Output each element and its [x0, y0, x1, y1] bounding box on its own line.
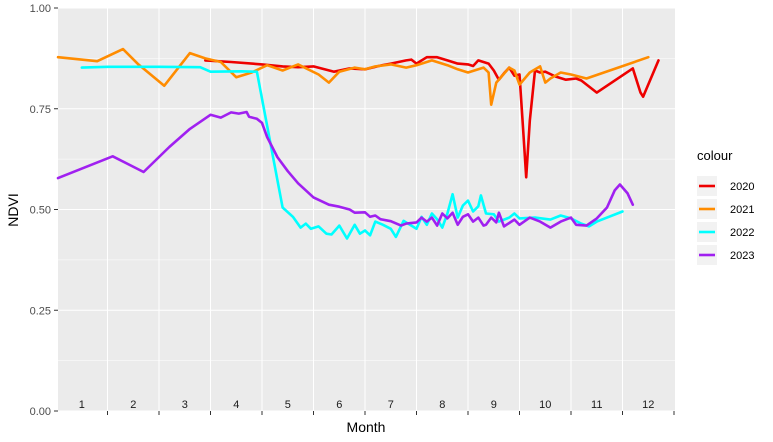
- month-label: 10: [539, 399, 551, 411]
- month-label: 4: [233, 399, 239, 411]
- month-label: 7: [388, 399, 394, 411]
- month-label: 9: [491, 399, 497, 411]
- y-axis-title: NDVI: [5, 193, 21, 226]
- month-label: 5: [285, 399, 291, 411]
- series-line-2023: [56, 110, 635, 229]
- x-axis: [107, 411, 675, 415]
- month-label: 12: [642, 399, 654, 411]
- y-tick-label: 0.25: [30, 305, 51, 317]
- series-lines: [56, 47, 660, 240]
- series-line-2021: [56, 47, 650, 106]
- month-label: 1: [79, 399, 85, 411]
- month-label: 2: [130, 399, 136, 411]
- legend: colour 2020 2021 2022 2023: [697, 148, 754, 265]
- month-label: 8: [439, 399, 445, 411]
- month-label: 6: [336, 399, 342, 411]
- y-tick-label: 0.75: [30, 104, 51, 116]
- y-axis: 0.00 0.25 0.50 0.75 1.00: [30, 3, 58, 418]
- legend-label-2022: 2022: [730, 227, 754, 239]
- month-label: 3: [182, 399, 188, 411]
- series-line-2022: [80, 65, 624, 240]
- month-label: 11: [591, 399, 602, 411]
- grid-lines: [58, 7, 675, 412]
- x-axis-title: Month: [347, 419, 386, 435]
- legend-label-2020: 2020: [730, 181, 754, 193]
- y-tick-label: 0.50: [30, 205, 51, 217]
- y-tick-label: 1.00: [30, 3, 51, 15]
- legend-label-2023: 2023: [730, 250, 754, 262]
- y-tick-label: 0.00: [30, 406, 51, 418]
- legend-title: colour: [697, 148, 733, 163]
- legend-label-2021: 2021: [730, 204, 754, 216]
- month-labels: 1 2 3 4 5 6 7 8 9 10 11 12: [79, 399, 655, 411]
